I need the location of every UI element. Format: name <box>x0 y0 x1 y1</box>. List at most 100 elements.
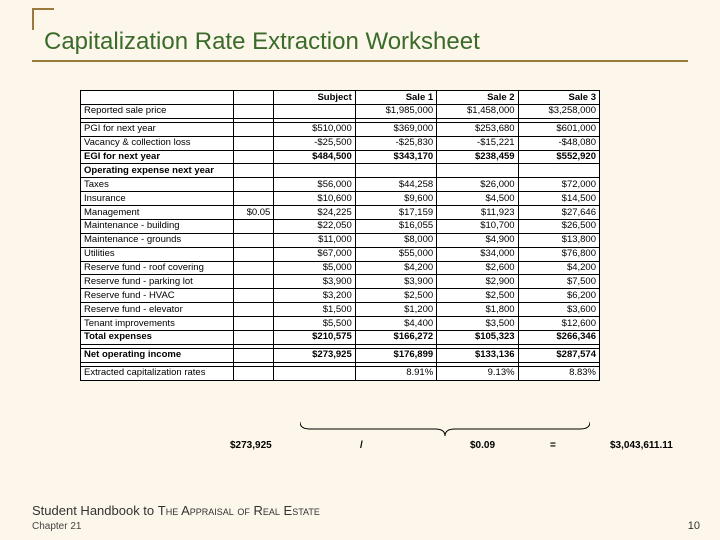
cell-s3: $13,800 <box>518 233 599 247</box>
calc-equals: = <box>550 440 556 451</box>
calc-noi: $273,925 <box>230 440 272 451</box>
cell-s3: $7,500 <box>518 275 599 289</box>
cell-s2: $10,700 <box>437 219 518 233</box>
cell-aux <box>233 247 274 261</box>
row-insurance: Insurance$10,600$9,600$4,500$14,500 <box>81 192 600 206</box>
cell-subject <box>274 366 355 380</box>
cell-s1: $343,170 <box>355 150 436 164</box>
row-opex-header: Operating expense next year <box>81 164 600 178</box>
corner-decoration <box>32 8 54 30</box>
cell-label: Reserve fund - parking lot <box>81 275 234 289</box>
cell-subject: $67,000 <box>274 247 355 261</box>
cell-label: Reserve fund - elevator <box>81 303 234 317</box>
cell-subject: $510,000 <box>274 122 355 136</box>
cell-aux <box>233 104 274 118</box>
footer-pre: Student Handbook to <box>32 503 158 518</box>
cell-label: Insurance <box>81 192 234 206</box>
cell-label: Maintenance - building <box>81 219 234 233</box>
col-sale2: Sale 2 <box>437 91 518 105</box>
cell-aux <box>233 178 274 192</box>
row-reserve-parking: Reserve fund - parking lot$3,900$3,900$2… <box>81 275 600 289</box>
row-pgi: PGI for next year $510,000 $369,000 $253… <box>81 122 600 136</box>
cell-s2: -$15,221 <box>437 136 518 150</box>
cell-subject <box>274 104 355 118</box>
cell-aux <box>233 233 274 247</box>
cell-label: Management <box>81 206 234 220</box>
cell-s2: $11,923 <box>437 206 518 220</box>
cell-s3: $6,200 <box>518 289 599 303</box>
cell-subject: $484,500 <box>274 150 355 164</box>
cell-s3: -$48,080 <box>518 136 599 150</box>
cell-s1 <box>355 164 436 178</box>
cell-aux <box>233 330 274 344</box>
page-number: 10 <box>688 520 700 532</box>
cell-s2: $4,900 <box>437 233 518 247</box>
cell-s1: 8.91% <box>355 366 436 380</box>
cell-subject <box>274 164 355 178</box>
cell-aux <box>233 136 274 150</box>
cell-s3: $266,346 <box>518 330 599 344</box>
cell-aux <box>233 261 274 275</box>
cell-label: Reported sale price <box>81 104 234 118</box>
cell-label: Vacancy & collection loss <box>81 136 234 150</box>
calc-rate: $0.09 <box>470 440 495 451</box>
row-taxes: Taxes$56,000$44,258$26,000$72,000 <box>81 178 600 192</box>
col-aux <box>233 91 274 105</box>
cell-subject: $1,500 <box>274 303 355 317</box>
cell-s3: $14,500 <box>518 192 599 206</box>
cell-label: EGI for next year <box>81 150 234 164</box>
footer-text: Student Handbook to The Appraisal of Rea… <box>32 503 320 518</box>
row-total-expenses: Total expenses$210,575$166,272$105,323$2… <box>81 330 600 344</box>
cell-subject: $210,575 <box>274 330 355 344</box>
cell-subject: -$25,500 <box>274 136 355 150</box>
row-caprate: Extracted capitalization rates8.91%9.13%… <box>81 366 600 380</box>
cell-s3: $12,600 <box>518 317 599 331</box>
cell-label: Total expenses <box>81 330 234 344</box>
row-reserve-elevator: Reserve fund - elevator$1,500$1,200$1,80… <box>81 303 600 317</box>
cell-s1: $4,200 <box>355 261 436 275</box>
row-noi: Net operating income$273,925$176,899$133… <box>81 348 600 362</box>
cell-label: Operating expense next year <box>81 164 234 178</box>
cell-s2 <box>437 164 518 178</box>
cell-subject: $10,600 <box>274 192 355 206</box>
cell-subject: $273,925 <box>274 348 355 362</box>
cell-s3: $72,000 <box>518 178 599 192</box>
cell-s1: $1,985,000 <box>355 104 436 118</box>
cell-subject: $3,200 <box>274 289 355 303</box>
cell-aux <box>233 289 274 303</box>
row-utilities: Utilities$67,000$55,000$34,000$76,800 <box>81 247 600 261</box>
cell-s3: $552,920 <box>518 150 599 164</box>
cell-s2: $1,458,000 <box>437 104 518 118</box>
cell-aux <box>233 366 274 380</box>
cell-subject: $5,000 <box>274 261 355 275</box>
cell-s1: $176,899 <box>355 348 436 362</box>
title-underline <box>32 60 688 62</box>
cell-s1: $44,258 <box>355 178 436 192</box>
col-subject: Subject <box>274 91 355 105</box>
cell-s1: $369,000 <box>355 122 436 136</box>
cell-s1: $16,055 <box>355 219 436 233</box>
cell-label: PGI for next year <box>81 122 234 136</box>
row-management: Management$0.05$24,225$17,159$11,923$27,… <box>81 206 600 220</box>
cell-s3: $26,500 <box>518 219 599 233</box>
cell-aux <box>233 219 274 233</box>
cell-s2: $3,500 <box>437 317 518 331</box>
cell-subject: $5,500 <box>274 317 355 331</box>
cell-s2: $238,459 <box>437 150 518 164</box>
chapter-label: Chapter 21 <box>32 521 81 532</box>
calc-divide: / <box>360 440 363 451</box>
footer-book: The Appraisal of Real Estate <box>158 503 320 518</box>
cell-s3: $76,800 <box>518 247 599 261</box>
cell-s3: $601,000 <box>518 122 599 136</box>
cell-subject: $3,900 <box>274 275 355 289</box>
cell-s2: $253,680 <box>437 122 518 136</box>
worksheet-table: Subject Sale 1 Sale 2 Sale 3 Reported sa… <box>80 90 600 381</box>
cell-s2: $2,500 <box>437 289 518 303</box>
header-row: Subject Sale 1 Sale 2 Sale 3 <box>81 91 600 105</box>
brace-icon <box>300 422 590 436</box>
cell-s3: 8.83% <box>518 366 599 380</box>
cell-s2: $26,000 <box>437 178 518 192</box>
cell-s1: $166,272 <box>355 330 436 344</box>
cell-s2: $2,600 <box>437 261 518 275</box>
cell-subject: $24,225 <box>274 206 355 220</box>
